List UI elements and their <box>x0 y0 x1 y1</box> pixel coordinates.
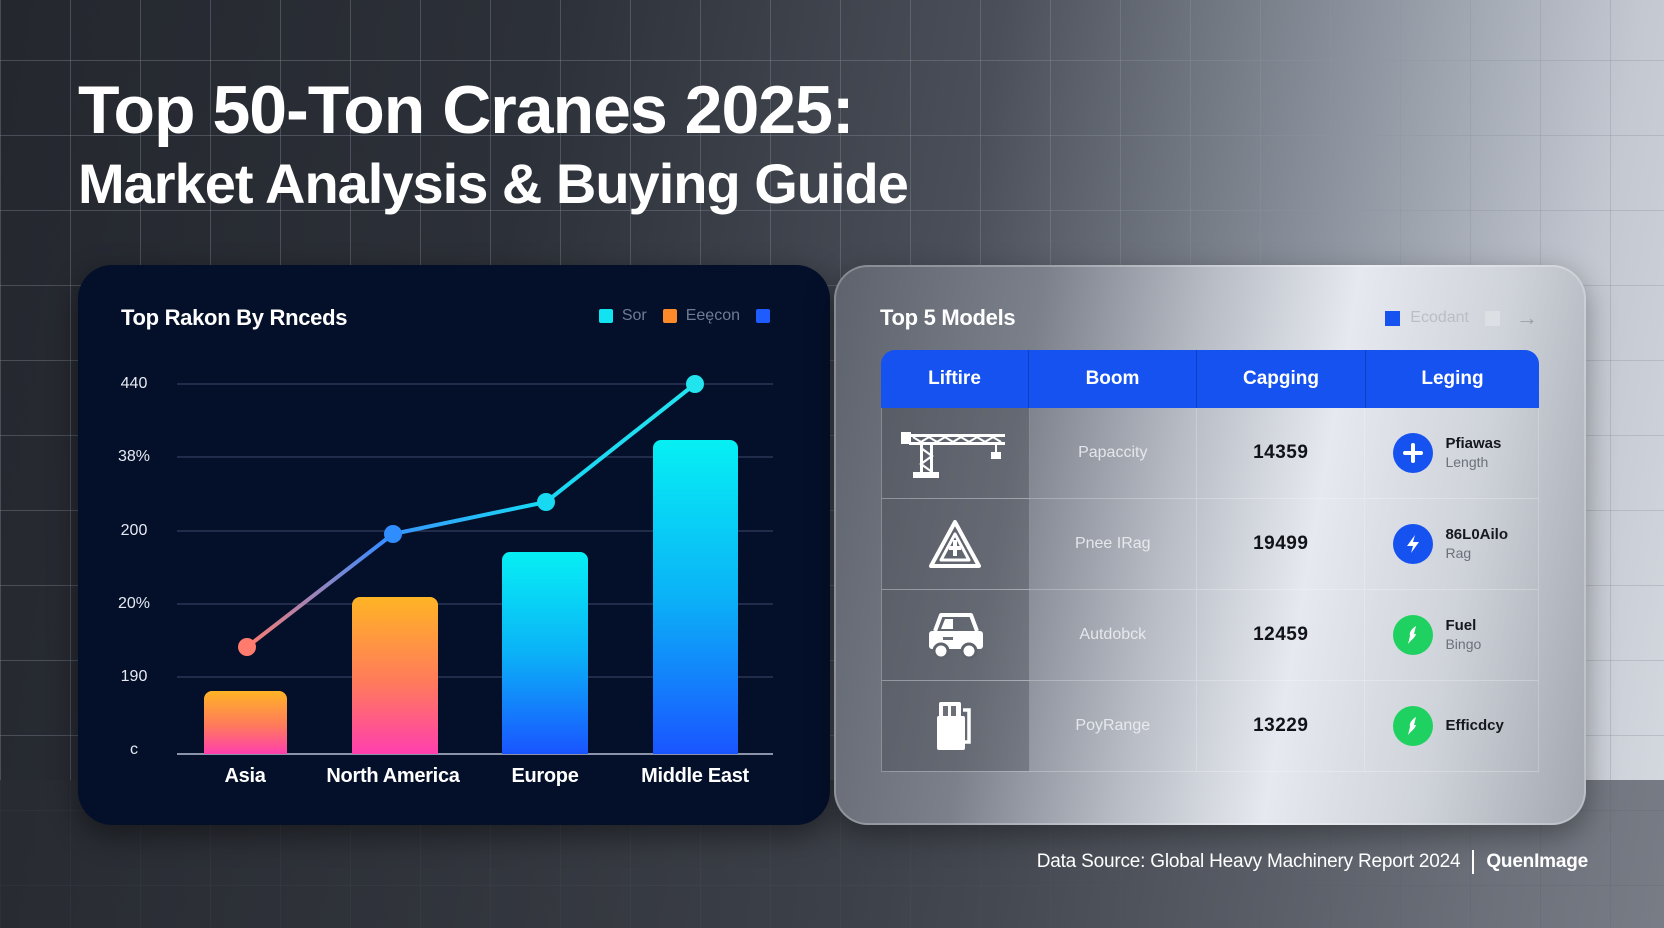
fuel-pump-icon <box>937 702 972 750</box>
chart-plot-area <box>177 375 773 755</box>
legend-swatch-blue <box>756 309 770 323</box>
column-header[interactable]: Boom <box>1029 350 1197 408</box>
bar-europe <box>502 552 588 754</box>
column-header[interactable]: Liftire <box>881 350 1029 408</box>
bar-asia <box>204 691 287 754</box>
metric-cell: 86L0Ailo Rag <box>1365 499 1538 589</box>
y-tick: 200 <box>120 522 148 539</box>
tower-crane-icon <box>901 432 1006 478</box>
legend-swatch-orange <box>662 309 677 323</box>
top-models-panel: Top 5 Models Ecodant → Liftire Boom Capg… <box>834 265 1586 825</box>
column-header[interactable]: Leging <box>1421 368 1484 389</box>
metric-subtitle: Length <box>1445 454 1489 470</box>
capacity-value: 14359 <box>1197 408 1366 498</box>
model-icon-cell <box>882 499 1030 589</box>
table-row[interactable]: Autdobck 12459 Fuel Bingo <box>881 590 1539 681</box>
chart-title: Top Rakon By Rnceds <box>121 305 348 330</box>
column-header[interactable]: Capging <box>1197 350 1366 408</box>
regional-chart-panel: Top Rakon By Rnceds Sor Eeęcon <box>78 265 830 825</box>
truck-crane-icon <box>929 613 984 660</box>
capacity-value: 13229 <box>1197 681 1366 771</box>
metric-subtitle: Bingo <box>1445 636 1482 652</box>
feature-label: Autdobck <box>1030 590 1197 680</box>
models-title: Top 5 Models <box>880 305 1016 330</box>
metric-cell: Fuel Bingo <box>1365 590 1538 680</box>
x-label-middle-east: Middle East <box>641 765 749 787</box>
data-source: Data Source: Global Heavy Machinery Repo… <box>1036 851 1461 872</box>
x-label-asia: Asia <box>224 765 266 787</box>
chart-legend: Sor Eeęcon <box>598 307 778 325</box>
legend-swatch-cyan <box>598 309 613 323</box>
feature-label: PoyRange <box>1030 681 1197 771</box>
legend-label: Sor <box>621 307 647 324</box>
bar-middle-east <box>653 440 738 754</box>
arrow-right-icon[interactable]: → <box>1516 305 1538 330</box>
x-label-europe: Europe <box>511 765 579 787</box>
y-tick: c <box>130 741 138 758</box>
model-icon-cell <box>882 681 1030 771</box>
model-icon-cell <box>882 590 1030 680</box>
trend-point-europe <box>537 493 555 511</box>
y-tick: 440 <box>120 375 148 392</box>
feature-label: Papaccity <box>1030 408 1197 498</box>
leaf-bolt-icon <box>1393 615 1434 655</box>
table-header: Liftire Boom Capging Leging <box>881 350 1539 408</box>
capacity-value: 19499 <box>1197 499 1366 589</box>
legend-item-eecon[interactable]: Eeęcon <box>662 307 740 325</box>
models-table: Liftire Boom Capging Leging <box>881 350 1539 772</box>
legend-swatch-blue <box>1385 310 1401 326</box>
page-subtitle: Market Analysis & Buying Guide <box>78 152 909 215</box>
metric-name: Efficdcy <box>1445 717 1504 734</box>
models-legend: Ecodant → <box>1385 307 1538 329</box>
legend-item-sor[interactable]: Sor <box>598 307 647 325</box>
metric-name: 86L0Ailo <box>1445 526 1508 543</box>
table-row[interactable]: Pnee IRag 19499 86L0Ailo Rag <box>881 499 1539 590</box>
table-row[interactable]: Papaccity 14359 Pfiawas Length <box>881 408 1539 499</box>
divider <box>1472 850 1475 874</box>
metric-name: Pfiawas <box>1445 435 1502 452</box>
legend-swatch-grey <box>1485 310 1500 326</box>
leaf-bolt-icon <box>1393 706 1434 746</box>
metric-cell: Pfiawas Length <box>1365 408 1538 498</box>
bolt-icon <box>1393 524 1434 564</box>
page-title: Top 50-Ton Cranes 2025: Market Analysis … <box>78 72 909 220</box>
metric-name: Fuel <box>1445 617 1477 634</box>
capacity-value: 12459 <box>1197 590 1366 680</box>
trend-point-north-america <box>384 525 402 543</box>
plus-icon <box>1393 433 1434 473</box>
trend-line <box>245 382 697 649</box>
feature-label: Pnee IRag <box>1030 499 1197 589</box>
y-tick: 38% <box>117 448 151 465</box>
brand-name: QuenImage <box>1486 851 1588 872</box>
warning-triangle-icon <box>929 520 982 568</box>
metric-cell: Efficdcy <box>1365 681 1538 771</box>
table-row[interactable]: PoyRange 13229 Efficdcy <box>881 681 1539 772</box>
y-tick: 20% <box>117 595 151 612</box>
legend-item-blue[interactable] <box>756 309 770 323</box>
y-tick: 190 <box>120 668 148 685</box>
legend-label: Ecodant <box>1410 309 1469 326</box>
legend-label: Eeęcon <box>685 307 740 324</box>
page-title-line1: Top 50-Ton Cranes 2025: <box>78 72 855 148</box>
footer: Data Source: Global Heavy Machinery Repo… <box>1037 850 1588 874</box>
trend-point-middle-east <box>686 375 704 393</box>
bar-north-america <box>352 597 438 754</box>
model-icon-cell <box>882 408 1030 498</box>
x-label-north-america: North America <box>326 765 460 787</box>
metric-subtitle: Rag <box>1445 545 1472 561</box>
trend-point-asia <box>238 638 256 656</box>
